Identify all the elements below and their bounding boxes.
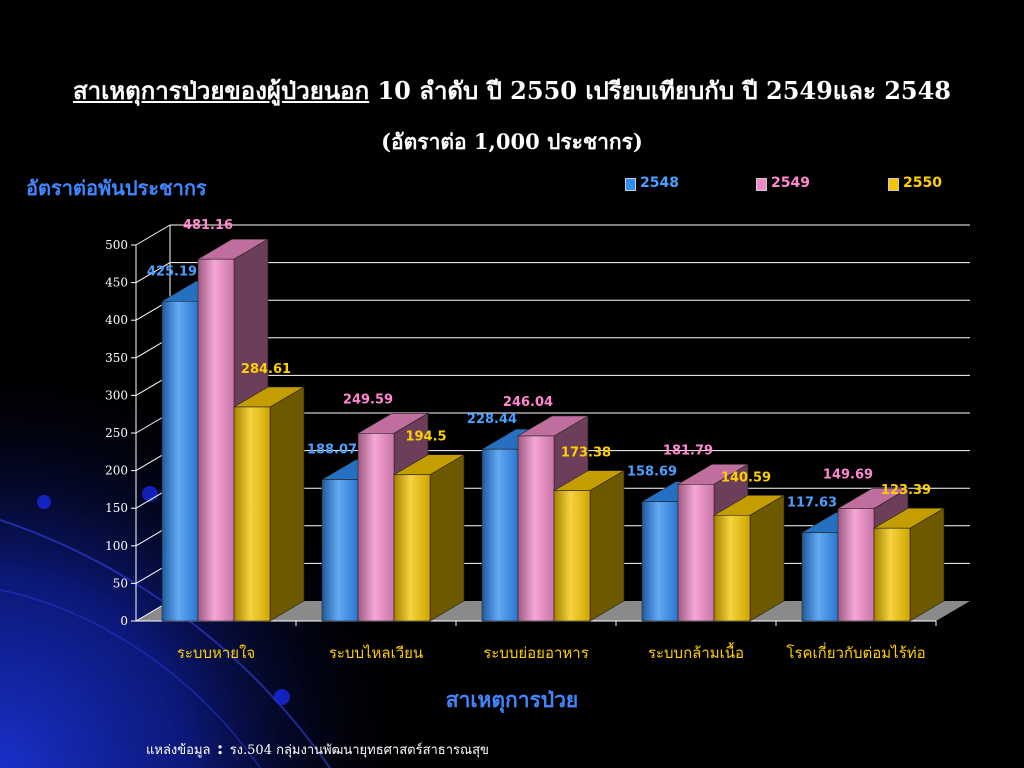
legend-label: 2549 bbox=[771, 175, 810, 191]
y-tick-label: 400 bbox=[105, 313, 128, 327]
data-label-2550: 173.38 bbox=[561, 446, 611, 461]
chart-title-underlined: สาเหตุการป่วยของผู้ป่วยนอก bbox=[72, 76, 370, 105]
source-text: รง.504 กลุ่มงานพัฒนายุทธศาสตร์สาธารณสุข bbox=[229, 743, 489, 758]
data-label-2548: 188.07 bbox=[307, 443, 357, 458]
y-tick-label: 250 bbox=[105, 426, 128, 440]
data-label-2550: 140.59 bbox=[721, 470, 771, 485]
data-label-2549: 149.69 bbox=[823, 467, 873, 482]
y-axis-label: อัตราต่อพันประชากร bbox=[26, 176, 207, 200]
gridline-side bbox=[135, 262, 171, 284]
legend-label: 2550 bbox=[903, 175, 942, 191]
x-tick-label: โรคเกี่ยวกับต่อมไร้ท่อ bbox=[786, 642, 925, 662]
chart-subtitle: (อัตราต่อ 1,000 ประชากร) bbox=[381, 129, 643, 154]
source-label: แหล่งข้อมูล bbox=[146, 743, 211, 758]
data-label-2550: 194.5 bbox=[405, 430, 446, 445]
legend-swatch bbox=[756, 178, 767, 191]
x-tick-label: ระบบย่อยอาหาร bbox=[483, 644, 589, 662]
source-colon: : bbox=[210, 738, 230, 759]
legend-label: 2548 bbox=[640, 175, 679, 191]
y-tick-label: 100 bbox=[105, 539, 128, 553]
x-tick-label: ระบบกล้ามเนื้อ bbox=[648, 642, 744, 662]
data-label-2548: 117.63 bbox=[787, 496, 837, 511]
y-tick-label: 500 bbox=[105, 238, 128, 252]
x-tick-label: ระบบไหลเวียน bbox=[329, 644, 423, 662]
bar-2550 bbox=[552, 470, 626, 622]
legend-swatch bbox=[888, 178, 899, 191]
data-label-2548: 425.19 bbox=[147, 264, 197, 279]
y-tick-label: 350 bbox=[105, 351, 128, 365]
data-label-2550: 123.39 bbox=[881, 483, 931, 498]
bar-2550 bbox=[232, 386, 306, 622]
x-tick-label: ระบบหายใจ bbox=[177, 644, 255, 662]
data-label-2548: 228.44 bbox=[467, 412, 517, 427]
data-label-2549: 481.16 bbox=[183, 218, 233, 233]
y-tick-label: 50 bbox=[113, 576, 128, 590]
chart-title: สาเหตุการป่วยของผู้ป่วยนอก 10 ลำดับ ปี 2… bbox=[0, 76, 1024, 106]
y-tick-label: 450 bbox=[105, 276, 128, 290]
data-label-2548: 158.69 bbox=[627, 465, 677, 480]
y-tick-label: 150 bbox=[105, 501, 128, 515]
gridline-side bbox=[135, 224, 171, 246]
chart-title-rest: 10 ลำดับ ปี 2550 เปรียบเทียบกับ ปี 2549แ… bbox=[369, 76, 952, 105]
y-tick-label: 300 bbox=[105, 388, 128, 402]
x-axis-label: สาเหตุการป่วย bbox=[445, 687, 579, 712]
data-label-2550: 284.61 bbox=[241, 362, 291, 377]
bar-2550 bbox=[712, 494, 786, 622]
source-note: แหล่งข้อมูล : รง.504 กลุ่มงานพัฒนายุทธศา… bbox=[146, 738, 489, 760]
bar-2550 bbox=[392, 454, 466, 622]
data-label-2549: 249.59 bbox=[343, 392, 393, 407]
y-tick-label: 0 bbox=[120, 614, 128, 628]
bar-2550 bbox=[872, 507, 946, 622]
legend-swatch bbox=[625, 178, 636, 191]
y-tick-label: 200 bbox=[105, 464, 128, 478]
data-label-2549: 246.04 bbox=[503, 395, 553, 410]
data-label-2549: 181.79 bbox=[663, 443, 713, 458]
